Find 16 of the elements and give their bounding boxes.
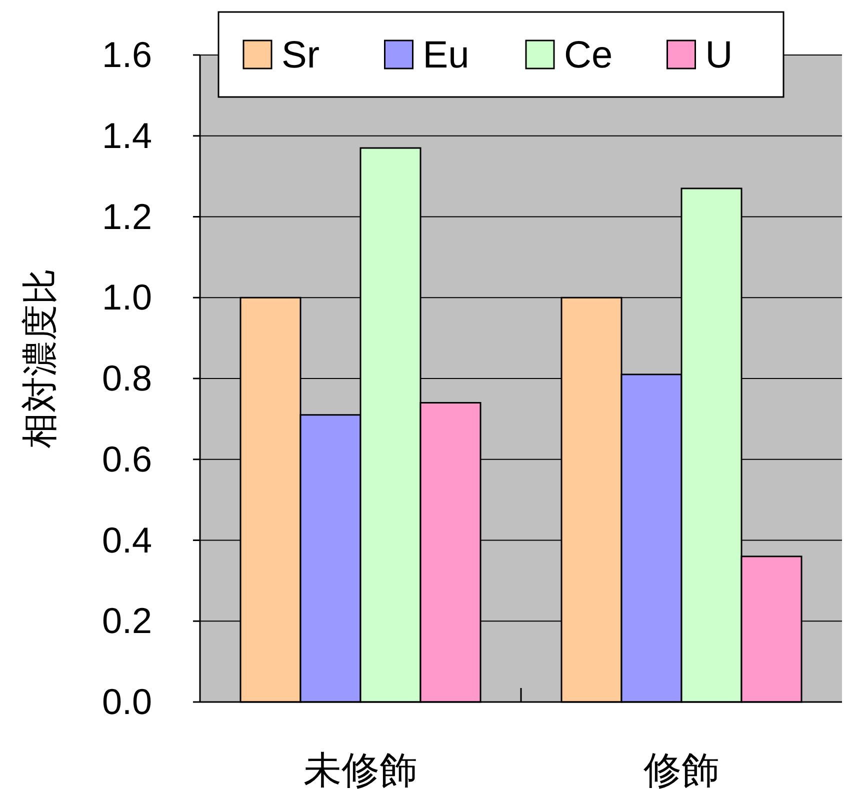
x-tick-label: 修飾 bbox=[644, 750, 720, 789]
y-tick-label: 0.6 bbox=[102, 438, 152, 480]
legend-label: U bbox=[705, 34, 733, 76]
y-tick-label: 0.0 bbox=[102, 681, 152, 722]
y-tick-label: 1.0 bbox=[102, 276, 152, 318]
y-tick-label: 0.2 bbox=[102, 600, 152, 642]
x-tick-label: 未修飾 bbox=[304, 750, 418, 789]
y-tick-label: 1.4 bbox=[102, 114, 152, 156]
y-tick-label: 1.2 bbox=[102, 196, 152, 237]
y-axis-title: 相対濃度比 bbox=[19, 268, 60, 448]
legend-label: Sr bbox=[282, 34, 320, 76]
legend-label: Eu bbox=[422, 34, 470, 76]
legend-label: Ce bbox=[564, 34, 613, 76]
y-tick-label: 0.8 bbox=[102, 358, 152, 398]
y-tick-label: 0.4 bbox=[102, 519, 152, 560]
y-tick-label: 1.6 bbox=[102, 34, 152, 75]
